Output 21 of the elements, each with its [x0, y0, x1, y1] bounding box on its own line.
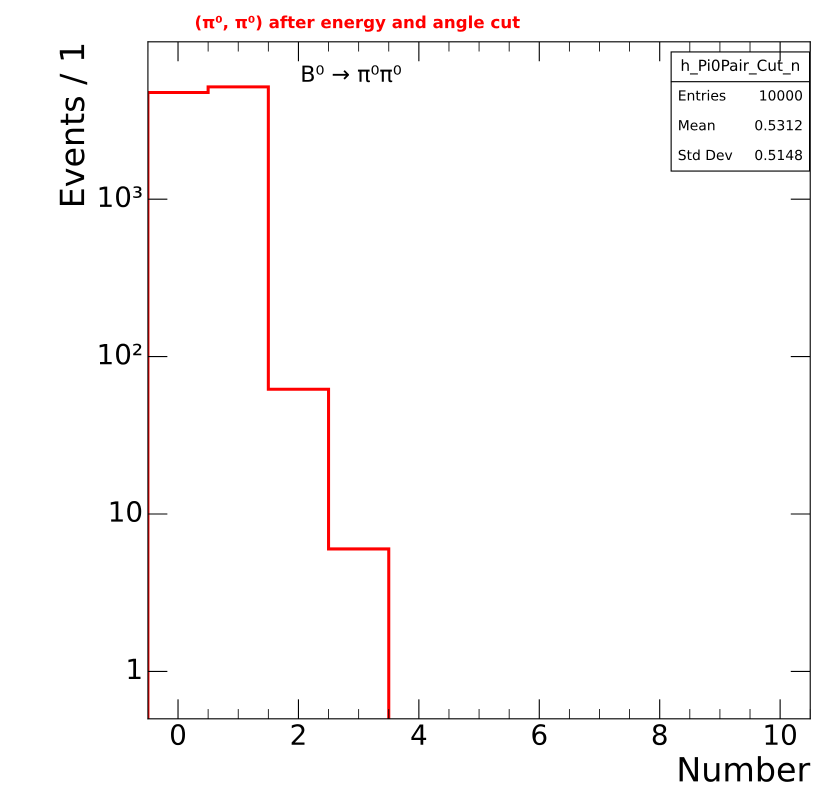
annotation: h_Pi0Pair_Cut_n [682, 59, 799, 74]
annotation: 0.5312 [755, 120, 802, 130]
x-tick-label: 0 [171, 724, 186, 746]
annotation: 0.5148 [755, 150, 802, 160]
x-tick-label: 8 [652, 724, 667, 746]
y-tick-label: 10³ [100, 186, 142, 208]
x-tick-label: 10 [766, 724, 796, 746]
y-tick-label: 10² [100, 344, 142, 365]
annotation: Std Dev [678, 149, 732, 160]
y-axis-title: Events / 1 [60, 44, 88, 206]
y-tick-label: 10 [110, 501, 142, 522]
x-tick-label: 4 [411, 724, 426, 745]
x-tick-label: 2 [292, 724, 304, 745]
x-tick-label: 6 [532, 724, 546, 746]
annotation: 10000 [760, 90, 802, 101]
annotation: B⁰ → π⁰π⁰ [302, 65, 401, 82]
chart-title: (π⁰, π⁰) after energy and angle cut [196, 15, 520, 32]
annotation: Entries [679, 90, 726, 101]
x-axis-title: Number [680, 756, 810, 782]
annotation: Mean [679, 120, 714, 130]
y-tick-label: 1 [128, 658, 140, 680]
